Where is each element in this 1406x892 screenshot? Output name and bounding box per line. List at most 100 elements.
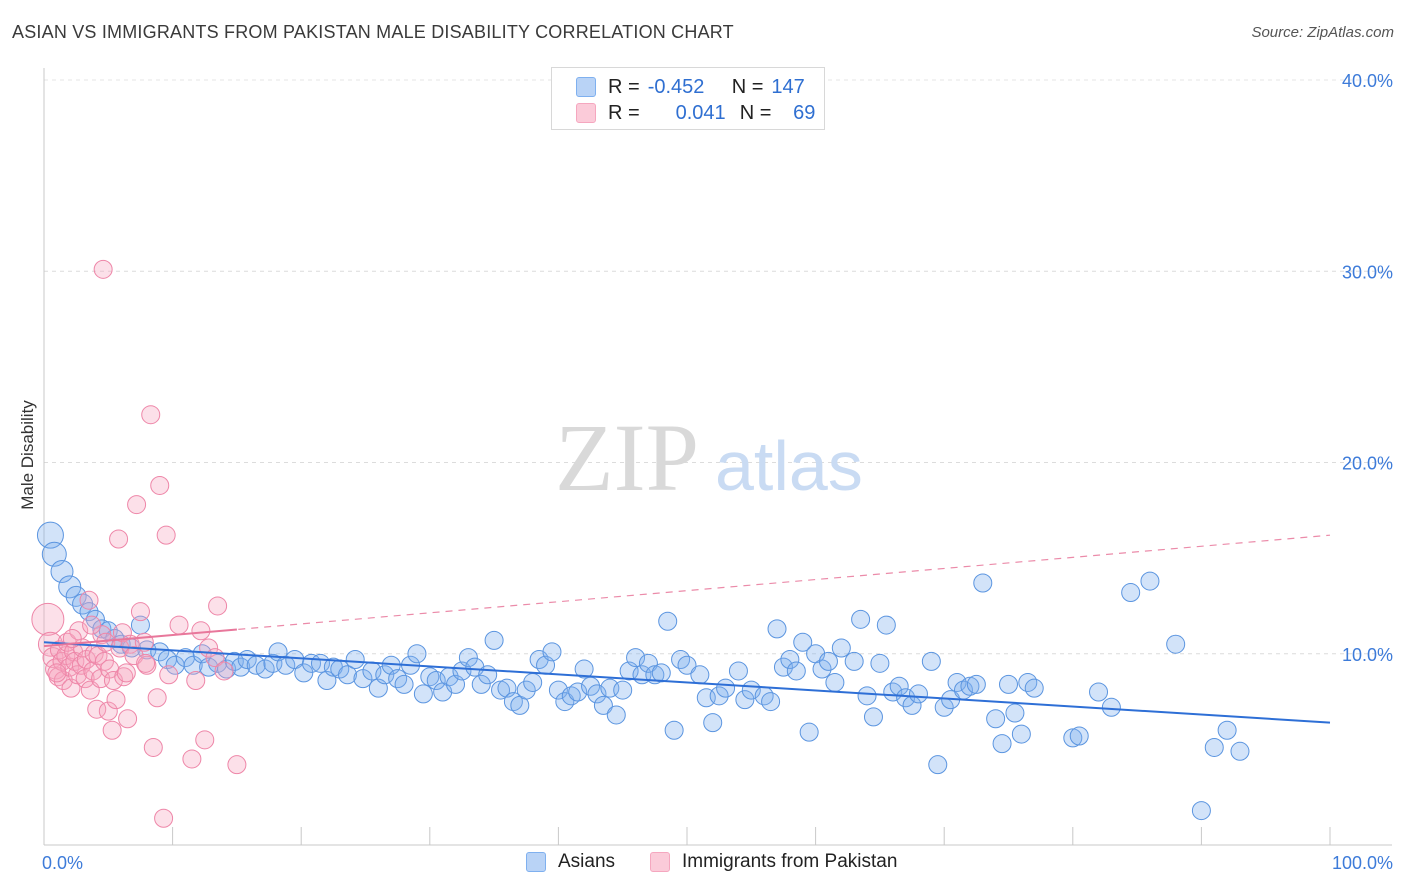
data-point-asian (1166, 634, 1186, 654)
data-point-pakistan (143, 737, 163, 757)
data-point-pakistan (159, 665, 179, 685)
data-point-pakistan (169, 615, 189, 635)
data-point-asian (1191, 801, 1211, 821)
data-point-pakistan (214, 661, 234, 681)
legend-n-value: 69 (793, 101, 816, 124)
series-label-asians: Asians (558, 851, 616, 872)
data-point-pakistan (118, 709, 138, 729)
data-point-asian (786, 661, 806, 681)
data-point-asian (484, 630, 504, 650)
data-point-asian (1140, 571, 1160, 591)
data-point-asian (870, 653, 890, 673)
data-point-pakistan (156, 525, 176, 545)
correlation-legend: R = -0.452 N = 147 R = 0.041 N = 69 (551, 67, 825, 130)
trend-lines-front (43, 628, 1331, 724)
data-point-asian (812, 659, 832, 679)
data-point-asian (471, 674, 491, 694)
data-point-asian (58, 575, 82, 599)
data-point-asian (767, 619, 787, 639)
data-point-asian (999, 674, 1018, 694)
data-point-pakistan (136, 653, 156, 673)
legend-row-pakistan: R = 0.041 N = 69 (576, 100, 815, 126)
watermark-atlas: atlas (715, 427, 863, 505)
data-point-pakistan (75, 669, 95, 689)
data-point-asian (857, 686, 877, 706)
data-point-asian (516, 680, 536, 700)
data-point-pakistan (182, 749, 202, 769)
source-label: Source: ZipAtlas.com (1251, 24, 1394, 41)
series-legend: Asians Immigrants from Pakistan (0, 851, 1406, 877)
data-point-asian (394, 674, 414, 694)
data-point-pakistan (141, 405, 161, 425)
data-point-asian (966, 674, 986, 694)
data-point-asian (426, 671, 446, 691)
data-point-asian (1121, 583, 1141, 603)
data-point-pakistan (79, 590, 99, 610)
data-point-asian (1089, 682, 1109, 702)
data-point-asian (921, 651, 941, 671)
data-point-pakistan (130, 602, 150, 622)
data-point-asian (928, 755, 948, 775)
data-point-asian (799, 722, 819, 742)
data-point-asian (375, 665, 395, 685)
data-point-pakistan (93, 259, 113, 279)
data-point-asian (1063, 728, 1083, 748)
data-point-asian (735, 690, 755, 710)
data-point-asian (255, 659, 275, 679)
data-point-asian (276, 655, 296, 675)
data-point-asian (1024, 678, 1044, 698)
data-point-asian (50, 560, 74, 584)
legend-n-label: N = (731, 75, 764, 98)
data-point-asian (638, 653, 658, 673)
data-point-asian (1230, 741, 1250, 761)
data-point-asian (626, 648, 646, 668)
series-legend-pakistan[interactable]: Immigrants from Pakistan (650, 851, 897, 873)
data-point-asian (703, 713, 723, 733)
data-point-asian (793, 632, 813, 652)
series-label-pakistan: Immigrants from Pakistan (682, 851, 898, 872)
data-point-asian (690, 665, 710, 685)
data-point-asian (1005, 703, 1025, 723)
data-point-asian (587, 684, 607, 704)
data-point-asian (217, 659, 237, 679)
x-tick-label: 100.0% (1332, 853, 1393, 873)
data-point-asian (658, 611, 678, 631)
data-point-asian (876, 615, 896, 635)
data-points (31, 259, 1250, 828)
data-point-pakistan (47, 663, 67, 683)
y-tick-label: 20.0% (1342, 454, 1393, 474)
data-point-asian (1011, 724, 1031, 744)
data-point-asian (491, 680, 511, 700)
data-point-asian (709, 686, 729, 706)
y-tick-label: 30.0% (1342, 262, 1393, 282)
data-point-asian (1101, 697, 1121, 717)
data-point-asian (780, 649, 800, 669)
data-point-asian (825, 672, 845, 692)
data-point-pakistan (106, 690, 126, 710)
data-point-pakistan (208, 596, 228, 616)
data-point-pakistan (186, 671, 206, 691)
x-tick-label: 0.0% (42, 853, 83, 873)
data-point-asian (150, 642, 170, 662)
y-tick-label: 10.0% (1342, 645, 1393, 665)
data-point-asian (863, 707, 883, 727)
series-legend-asians[interactable]: Asians (526, 851, 615, 873)
data-point-pakistan (31, 602, 65, 636)
data-point-pakistan (102, 720, 122, 740)
data-point-pakistan (191, 621, 211, 641)
data-point-asian (973, 573, 993, 593)
data-point-asian (574, 659, 594, 679)
data-point-pakistan (45, 658, 67, 680)
data-point-asian (851, 609, 871, 629)
data-point-asian (728, 661, 748, 681)
series-swatch-pakistan (650, 852, 670, 872)
data-point-asian (716, 678, 736, 698)
data-point-asian (947, 672, 967, 692)
legend-r-value: -0.452 (647, 75, 705, 98)
data-point-asian (818, 651, 838, 671)
data-point-asian (677, 655, 697, 675)
data-point-pakistan (195, 730, 215, 750)
data-point-asian (548, 680, 568, 700)
data-point-pakistan (154, 808, 174, 828)
